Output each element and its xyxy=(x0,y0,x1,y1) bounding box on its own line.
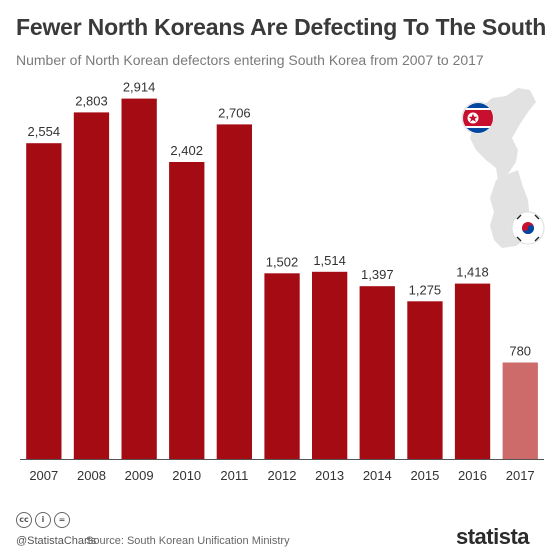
bar-2008[interactable] xyxy=(73,112,110,460)
bar-2010[interactable] xyxy=(169,162,205,459)
cc-icon: cc xyxy=(16,512,32,528)
license-icons: cc i = xyxy=(16,512,70,528)
x-tick-label-2013: 2013 xyxy=(315,468,344,483)
statista-logo[interactable]: statista xyxy=(456,524,530,549)
statista-handle[interactable]: @StatistaCharts xyxy=(16,535,97,547)
data-label-2012: 1,502 xyxy=(266,254,299,269)
x-tick-label-2014: 2014 xyxy=(363,468,392,483)
x-tick-label-2007: 2007 xyxy=(29,468,58,483)
x-tick-label-2008: 2008 xyxy=(77,468,106,483)
data-label-2007: 2,554 xyxy=(28,124,61,139)
south-korea-flag-icon xyxy=(511,211,545,245)
bar-2007[interactable] xyxy=(26,143,62,459)
x-tick-label-2009: 2009 xyxy=(125,468,154,483)
by-icon: i xyxy=(35,512,51,528)
data-label-2011: 2,706 xyxy=(218,105,251,120)
bar-2015[interactable] xyxy=(407,301,443,459)
data-label-2013: 1,514 xyxy=(313,253,346,268)
bar-2014[interactable] xyxy=(359,286,395,459)
data-label-2015: 1,275 xyxy=(409,282,442,297)
north-korea-flag-icon xyxy=(461,101,495,135)
bar-2009[interactable] xyxy=(121,98,157,459)
x-tick-label-2015: 2015 xyxy=(410,468,439,483)
chart-subtitle: Number of North Korean defectors enterin… xyxy=(16,52,484,68)
data-label-2017: 780 xyxy=(509,344,531,359)
data-label-2008: 2,803 xyxy=(75,93,108,108)
chart-title: Fewer North Koreans Are Defecting To The… xyxy=(16,14,547,40)
x-tick-label-2016: 2016 xyxy=(458,468,487,483)
x-tick-label-2012: 2012 xyxy=(268,468,297,483)
x-tick-label-2011: 2011 xyxy=(220,468,248,483)
data-label-2016: 1,418 xyxy=(456,265,489,280)
bar-2017[interactable] xyxy=(502,362,538,460)
bar-2013[interactable] xyxy=(312,271,348,459)
bar-2012[interactable] xyxy=(264,273,300,459)
source-note: Source: South Korean Unification Ministr… xyxy=(86,535,290,547)
data-label-2014: 1,397 xyxy=(361,267,394,282)
bar-2011[interactable] xyxy=(216,124,252,460)
data-label-2010: 2,402 xyxy=(170,143,203,158)
x-tick-label-2010: 2010 xyxy=(172,468,201,483)
data-label-2009: 2,914 xyxy=(123,80,156,95)
x-tick-label-2017: 2017 xyxy=(506,468,535,483)
nd-icon: = xyxy=(54,512,70,528)
bar-2016[interactable] xyxy=(454,283,491,459)
